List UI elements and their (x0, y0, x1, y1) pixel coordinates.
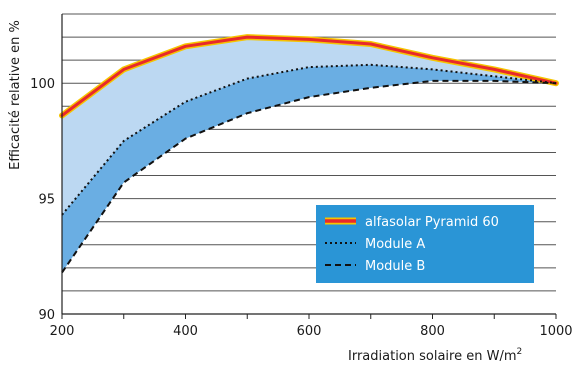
x-tick-label: 600 (297, 324, 322, 339)
y-tick-label: 100 (30, 77, 55, 92)
x-tick-label: 200 (50, 324, 75, 339)
legend-label: Module B (365, 259, 425, 274)
lower-band-fill (62, 64, 556, 273)
series-line-module-a (61, 63, 557, 216)
series-line-alfasolar (60, 35, 558, 117)
x-axis-label-main: Irradiation solaire en W/m (348, 349, 517, 364)
legend: alfasolar Pyramid 60 Module A Module B (316, 205, 534, 283)
series-line-module-b (61, 79, 557, 274)
y-tick-label: 90 (38, 308, 55, 323)
series-lines (59, 34, 559, 274)
x-tick-label: 800 (420, 324, 445, 339)
y-axis-label: Efficacité relative en % (8, 20, 23, 170)
axes (61, 14, 557, 319)
x-axis-label: Irradiation solaire en W/m2 (348, 347, 522, 364)
upper-band-fill (62, 37, 556, 215)
band-fills (62, 37, 556, 273)
x-tick-label: 1000 (539, 324, 572, 339)
legend-label: Module A (365, 237, 425, 252)
y-tick-label: 95 (38, 193, 55, 208)
tick-labels: 200 400 600 800 1000 90 95 100 (30, 77, 572, 339)
x-axis-label-superscript: 2 (517, 347, 523, 357)
x-tick-label: 400 (173, 324, 198, 339)
legend-label: alfasolar Pyramid 60 (365, 215, 499, 230)
